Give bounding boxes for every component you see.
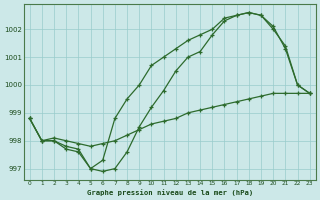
X-axis label: Graphe pression niveau de la mer (hPa): Graphe pression niveau de la mer (hPa) [87,189,253,196]
